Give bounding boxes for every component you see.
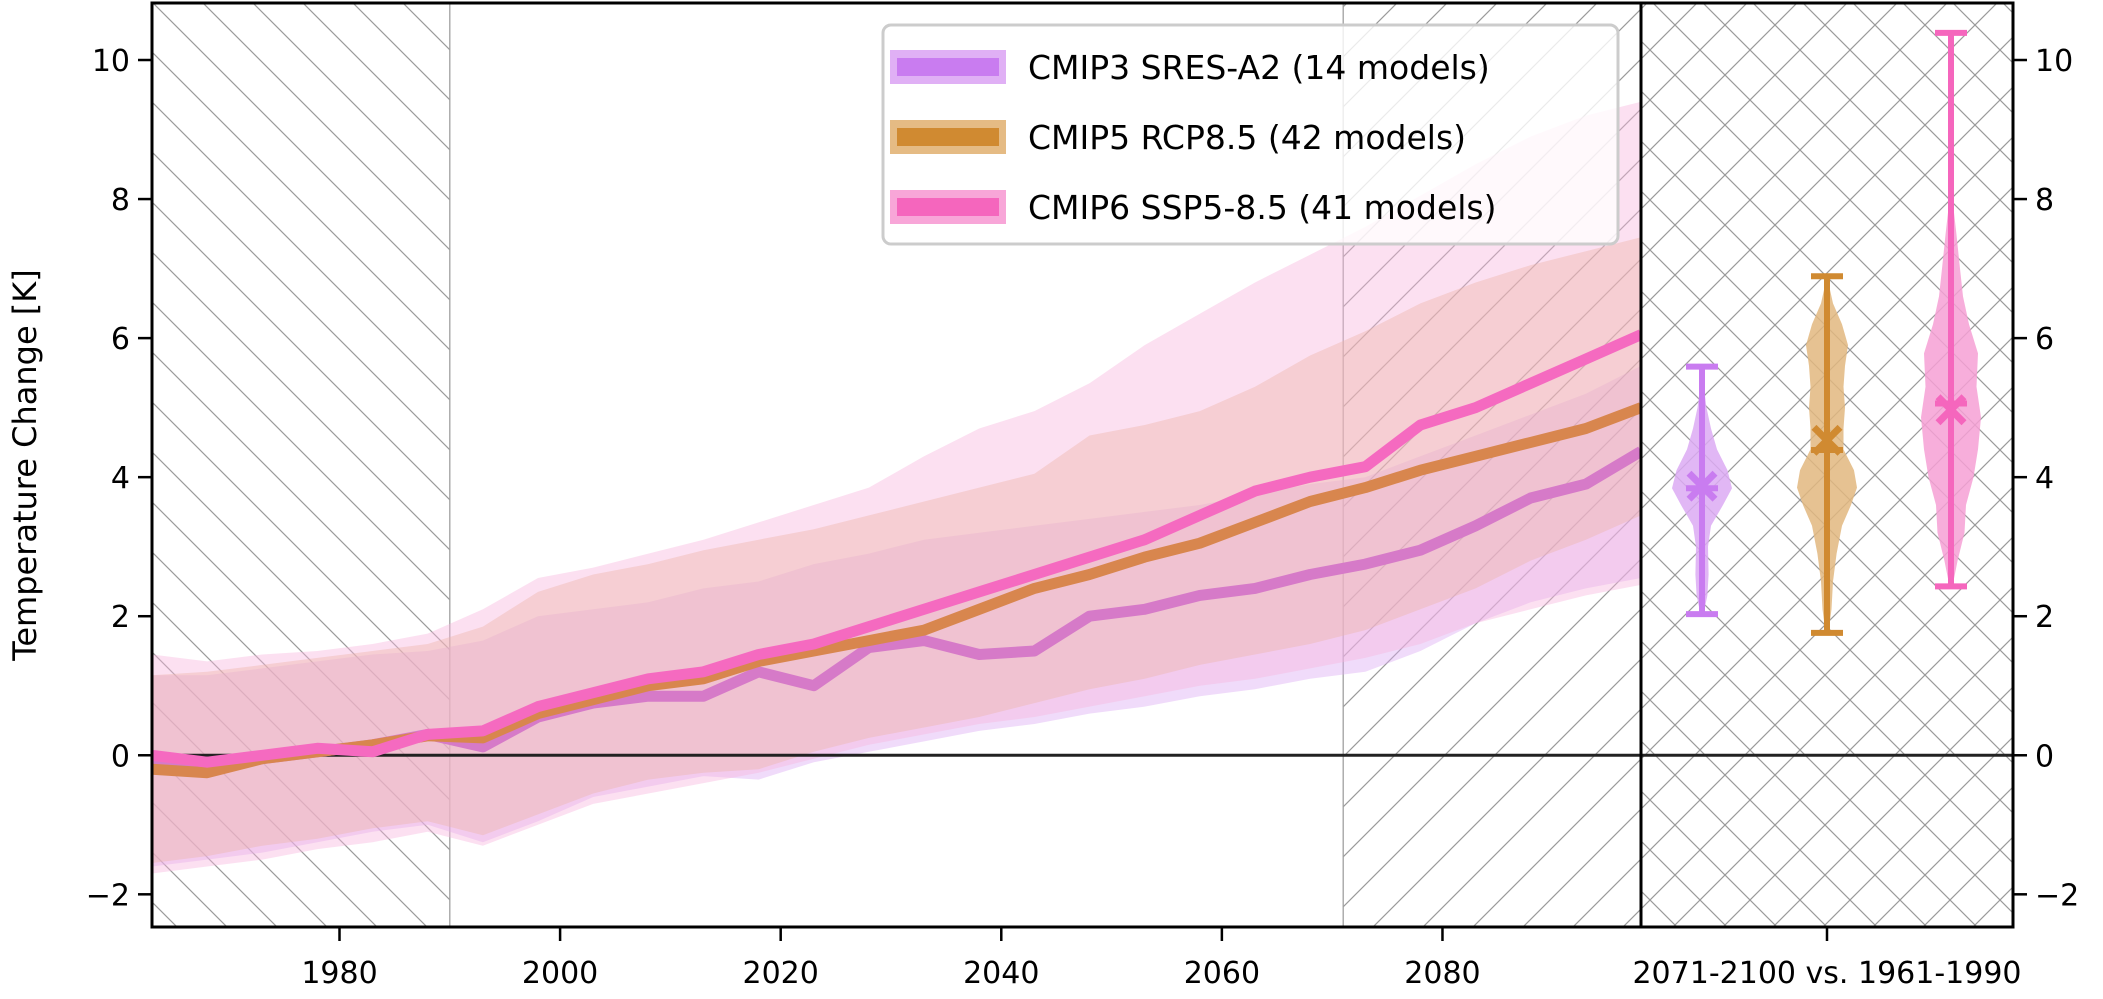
legend: CMIP3 SRES-A2 (14 models) CMIP5 RCP8.5 (4… [881, 23, 1620, 246]
band-3 [152, 101, 1641, 874]
band-2 [152, 237, 1641, 864]
y-axis-label: Temperature Change [K] [6, 269, 44, 662]
mean-line-3 [152, 329, 1641, 768]
y-tick-label-left: 10 [92, 44, 130, 79]
mean-lines [152, 329, 1641, 779]
violin-panel-x-label: 2071-2100 vs. 1961-1990 [1632, 956, 2021, 991]
x-tick-label: 2040 [963, 956, 1039, 991]
violin-mean-marker-2 [1811, 424, 1843, 456]
legend-line-3 [897, 198, 999, 216]
plot-frame [150, 1, 2015, 929]
y-tick-label-left: 0 [111, 739, 130, 774]
legend-label-1: CMIP3 SRES-A2 (14 models) [1028, 48, 1490, 87]
y-tick-label-left: 8 [111, 183, 130, 218]
violin-mean-marker-3 [1935, 394, 1967, 426]
y-tick-label-left: 6 [111, 322, 130, 357]
y-tick-label-left: 2 [111, 600, 130, 635]
y-tick-label-left: −2 [86, 878, 130, 913]
y-tick-label-right: 10 [2035, 44, 2073, 79]
y-tick-label-right: 2 [2035, 600, 2054, 635]
x-tick-label: 2060 [1184, 956, 1260, 991]
y-tick-label-right: 6 [2035, 322, 2054, 357]
y-tick-label-right: 0 [2035, 739, 2054, 774]
legend-line-1 [897, 58, 999, 76]
y-tick-label-left: 4 [111, 461, 130, 496]
y-tick-label-right: 4 [2035, 461, 2054, 496]
x-tick-label: 1980 [301, 956, 377, 991]
x-tick-label: 2000 [522, 956, 598, 991]
legend-line-2 [897, 128, 999, 146]
legend-label-3: CMIP6 SSP5-8.5 (41 models) [1028, 188, 1496, 227]
x-tick-label: 2080 [1404, 956, 1480, 991]
x-tick-label: 2020 [743, 956, 819, 991]
violin-mean-marker-1 [1686, 470, 1718, 502]
y-tick-label-right: −2 [2035, 878, 2079, 913]
y-tick-label-right: 8 [2035, 183, 2054, 218]
legend-label-2: CMIP5 RCP8.5 (42 models) [1028, 118, 1466, 157]
violin-panel [1672, 29, 1981, 636]
axes: 1980 2000 2020 2040 2060 2080 −2 −2 0 0 2 2 4 4 6 6 8 8 10… [86, 1, 2079, 991]
legend-box [881, 23, 1620, 246]
